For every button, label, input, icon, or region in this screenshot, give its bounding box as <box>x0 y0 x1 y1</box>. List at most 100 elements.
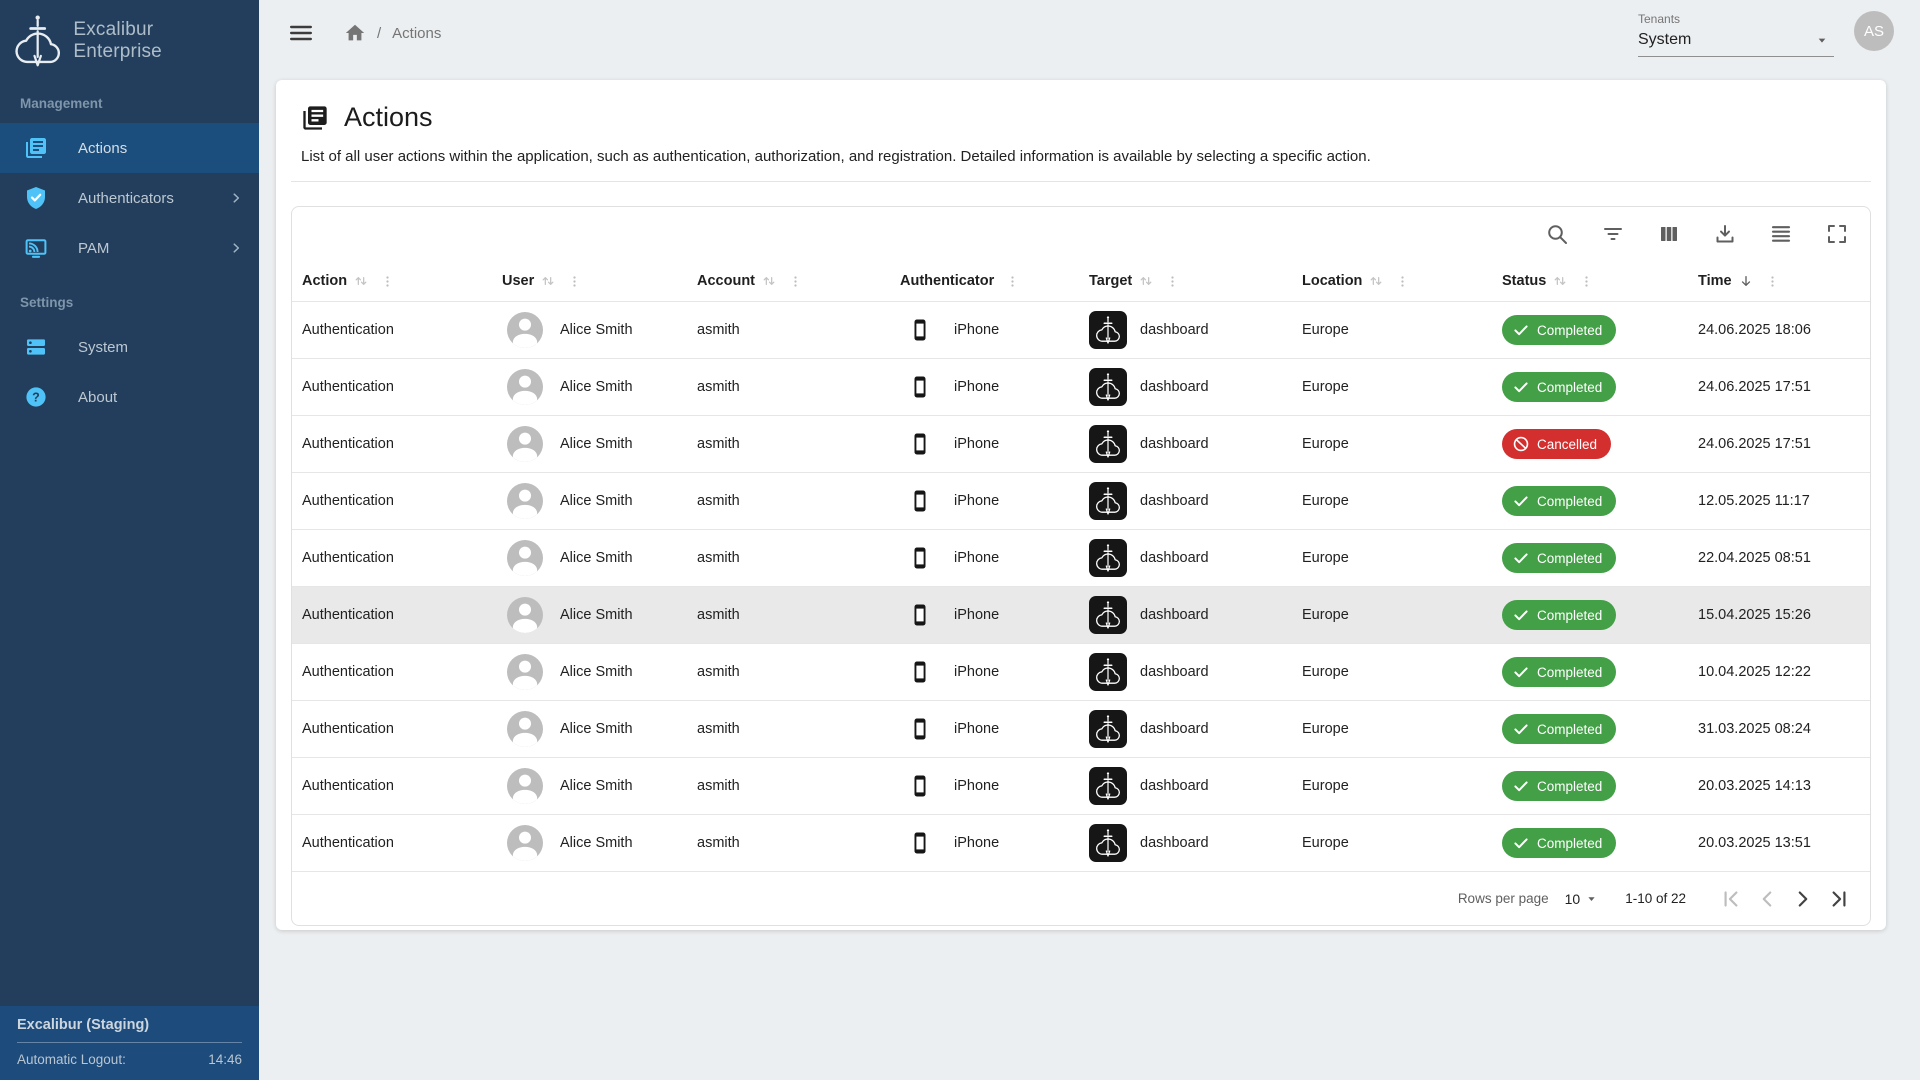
sort-desc-icon[interactable] <box>1738 273 1754 289</box>
column-header-user[interactable]: User <box>492 273 687 289</box>
table-row[interactable]: Authentication Alice Smith asmith iPhone… <box>292 301 1870 358</box>
person-avatar-icon <box>507 597 543 633</box>
actions-card: Actions List of all user actions within … <box>276 80 1886 930</box>
person-avatar-icon <box>507 654 543 690</box>
actions-table: Action User Account Authenticator Target… <box>291 206 1871 926</box>
sidebar-item-actions[interactable]: Actions <box>0 123 259 173</box>
authenticator-cell: iPhone <box>954 835 1000 851</box>
time-cell: 10.04.2025 12:22 <box>1698 664 1811 680</box>
status-label: Completed <box>1537 664 1603 680</box>
action-cell: Authentication <box>302 664 394 680</box>
action-cell: Authentication <box>302 436 394 452</box>
column-label: Action <box>302 273 348 289</box>
table-row[interactable]: Authentication Alice Smith asmith iPhone… <box>292 529 1870 586</box>
column-menu-icon[interactable] <box>1579 274 1594 289</box>
column-header-status[interactable]: Status <box>1492 273 1688 289</box>
breadcrumb-current[interactable]: Actions <box>392 24 442 42</box>
location-cell: Europe <box>1302 835 1349 851</box>
column-menu-icon[interactable] <box>1395 274 1410 289</box>
action-cell: Authentication <box>302 379 394 395</box>
person-avatar-icon <box>507 711 543 747</box>
rows-per-page-select[interactable]: 10 <box>1565 891 1600 907</box>
target-app-icon <box>1089 767 1127 805</box>
first-page-icon[interactable] <box>1718 886 1744 912</box>
sort-icon[interactable] <box>1138 273 1154 289</box>
column-header-target[interactable]: Target <box>1079 273 1292 289</box>
table-row[interactable]: Authentication Alice Smith asmith iPhone… <box>292 757 1870 814</box>
filter-icon[interactable] <box>1601 222 1625 246</box>
sidebar-item-about[interactable]: ? About <box>0 372 259 422</box>
smartphone-icon <box>914 604 926 626</box>
page-title-row: Actions <box>291 100 1871 133</box>
person-avatar-icon <box>507 483 543 519</box>
table-row[interactable]: Authentication Alice Smith asmith iPhone… <box>292 700 1870 757</box>
action-cell: Authentication <box>302 721 394 737</box>
last-page-icon[interactable] <box>1826 886 1852 912</box>
column-header-action[interactable]: Action <box>292 273 492 289</box>
rows-per-page-value: 10 <box>1564 890 1581 907</box>
dns-server-icon <box>27 339 45 355</box>
svg-text:?: ? <box>32 390 40 404</box>
table-row[interactable]: Authentication Alice Smith asmith iPhone… <box>292 814 1870 871</box>
sidebar-item-pam[interactable]: PAM <box>0 223 259 273</box>
person-avatar-icon <box>507 768 543 804</box>
column-menu-icon[interactable] <box>1165 274 1180 289</box>
user-cell: Alice Smith <box>560 436 633 452</box>
column-header-time[interactable]: Time <box>1688 273 1870 289</box>
location-cell: Europe <box>1302 664 1349 680</box>
column-menu-icon[interactable] <box>788 274 803 289</box>
status-badge: Completed <box>1502 372 1617 402</box>
target-cell: dashboard <box>1140 778 1209 794</box>
next-page-icon[interactable] <box>1790 886 1816 912</box>
fullscreen-icon[interactable] <box>1825 222 1849 246</box>
sort-icon[interactable] <box>353 273 369 289</box>
user-cell: Alice Smith <box>560 550 633 566</box>
previous-page-icon[interactable] <box>1754 886 1780 912</box>
check-icon <box>1514 496 1528 507</box>
column-label: Status <box>1502 273 1547 289</box>
sidebar-item-authenticators[interactable]: Authenticators <box>0 173 259 223</box>
dropdown-caret-icon <box>1588 897 1595 901</box>
status-badge: Completed <box>1502 315 1617 345</box>
column-menu-icon[interactable] <box>1005 274 1020 289</box>
breadcrumb: / Actions <box>344 22 441 44</box>
sort-icon[interactable] <box>1368 273 1384 289</box>
action-cell: Authentication <box>302 607 394 623</box>
download-icon[interactable] <box>1713 222 1737 246</box>
sort-icon[interactable] <box>761 273 777 289</box>
actions-library-icon <box>26 138 46 158</box>
table-row[interactable]: Authentication Alice Smith asmith iPhone… <box>292 415 1870 472</box>
home-icon[interactable] <box>344 22 366 44</box>
status-badge: Completed <box>1502 486 1617 516</box>
column-menu-icon[interactable] <box>567 274 582 289</box>
status-label: Completed <box>1537 493 1603 509</box>
column-header-authenticator[interactable]: Authenticator <box>890 273 1079 289</box>
column-label: Location <box>1302 273 1363 289</box>
user-avatar[interactable]: AS <box>1854 11 1894 51</box>
sort-icon[interactable] <box>1552 273 1568 289</box>
topbar: / Actions Tenants System AS <box>259 0 1920 66</box>
column-header-account[interactable]: Account <box>687 273 890 289</box>
location-cell: Europe <box>1302 493 1349 509</box>
columns-icon[interactable] <box>1657 222 1681 246</box>
status-label: Completed <box>1537 721 1603 737</box>
column-header-location[interactable]: Location <box>1292 273 1492 289</box>
sidebar-section-settings: Settings <box>20 295 74 310</box>
table-row[interactable]: Authentication Alice Smith asmith iPhone… <box>292 586 1870 643</box>
row-density-icon[interactable] <box>1769 222 1793 246</box>
sidebar-item-label: Actions <box>78 139 128 157</box>
action-cell: Authentication <box>302 322 394 338</box>
table-row[interactable]: Authentication Alice Smith asmith iPhone… <box>292 472 1870 529</box>
tenants-select[interactable]: Tenants System <box>1638 9 1834 57</box>
sidebar-item-system[interactable]: System <box>0 322 259 372</box>
authenticator-cell: iPhone <box>954 550 1000 566</box>
person-avatar-icon <box>507 825 543 861</box>
column-menu-icon[interactable] <box>1765 274 1780 289</box>
table-row[interactable]: Authentication Alice Smith asmith iPhone… <box>292 358 1870 415</box>
main-area: / Actions Tenants System AS <box>259 0 1920 1080</box>
table-row[interactable]: Authentication Alice Smith asmith iPhone… <box>292 643 1870 700</box>
sort-icon[interactable] <box>540 273 556 289</box>
column-menu-icon[interactable] <box>380 274 395 289</box>
menu-toggle-icon[interactable] <box>288 20 314 46</box>
search-icon[interactable] <box>1545 222 1569 246</box>
